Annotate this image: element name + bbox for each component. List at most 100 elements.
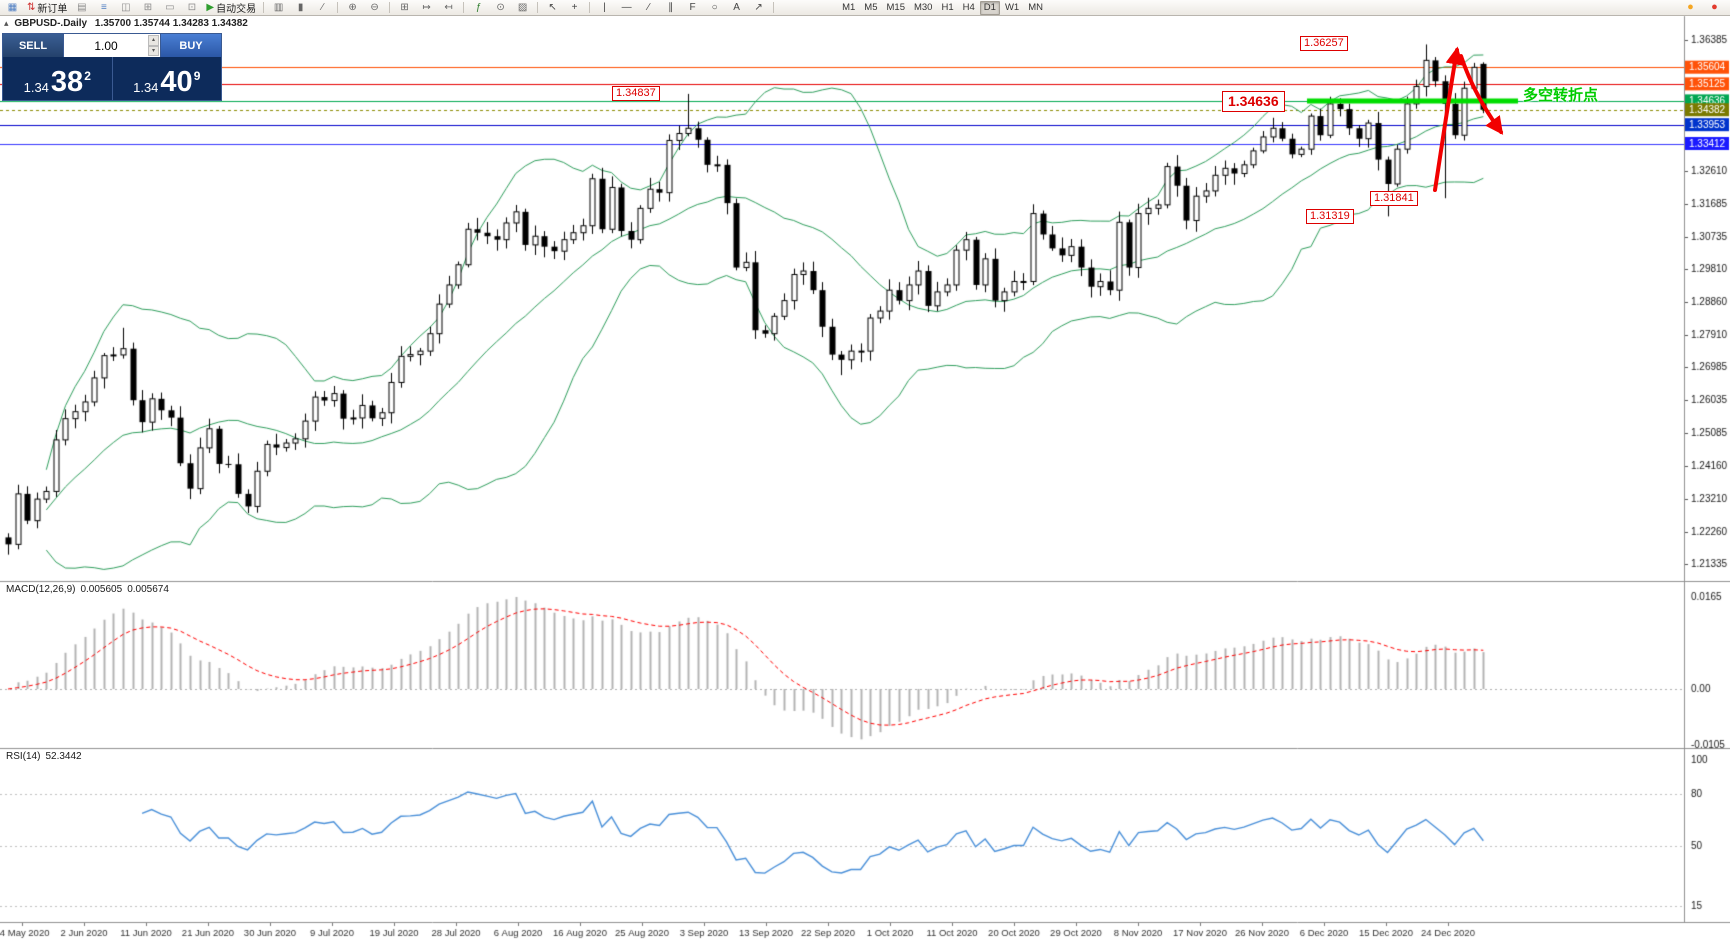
- notifications-icon: ●: [1711, 1, 1718, 13]
- price-callout[interactable]: 1.36257: [1300, 36, 1348, 51]
- new-chart-icon: ▦: [7, 1, 18, 13]
- macd-name: MACD(12,26,9): [6, 584, 76, 595]
- volume-input[interactable]: [64, 34, 160, 57]
- timeframe-m30-button[interactable]: M30: [913, 2, 933, 13]
- community-icon[interactable]: ●: [1680, 0, 1701, 16]
- vertical-line-icon[interactable]: |: [594, 0, 615, 16]
- zoom-out-icon[interactable]: ⊖: [364, 0, 385, 16]
- chart-profiles-icon[interactable]: ▤: [71, 0, 92, 16]
- sell-price-main: 1.34: [23, 80, 49, 95]
- buy-price[interactable]: 1.34 40 9: [113, 57, 222, 100]
- data-window-icon[interactable]: ◫: [115, 0, 136, 16]
- buy-button[interactable]: BUY: [160, 34, 221, 57]
- templates-icon: ▨: [517, 1, 528, 13]
- strategy-tester-icon: ⊡: [187, 1, 197, 13]
- new-order-button-label: 新订单: [37, 4, 68, 15]
- bull-bear-turning-point-annotation[interactable]: 多空转折点: [1523, 87, 1599, 104]
- timeframe-m1-button[interactable]: M1: [842, 2, 856, 13]
- timeframe-toolbar: M1 M5 M15 M30 H1 H4 D1 W1 MN: [838, 0, 1047, 15]
- line-chart-icon[interactable]: ∕: [312, 0, 333, 16]
- sell-price-pips: 38: [50, 66, 84, 98]
- bar-chart-icon: ▥: [273, 1, 284, 13]
- price-callout[interactable]: 1.34837: [612, 86, 660, 101]
- arrows-tool-icon[interactable]: ↗: [748, 0, 769, 16]
- buy-price-main: 1.34: [133, 80, 159, 95]
- timeframe-mn-button[interactable]: MN: [1028, 2, 1043, 13]
- macd-value-main: 0.005605: [80, 584, 123, 595]
- line-chart-icon: ∕: [321, 1, 324, 13]
- vertical-line-icon: |: [603, 1, 606, 13]
- market-watch-icon: ≡: [100, 1, 107, 13]
- indicators-icon: ƒ: [475, 1, 482, 13]
- trend-arrows[interactable]: [1395, 28, 1535, 208]
- sell-button[interactable]: SELL: [3, 34, 64, 57]
- toolbar-separator: [773, 2, 775, 13]
- periods-icon: ⊙: [496, 1, 505, 13]
- zoom-out-icon: ⊖: [370, 1, 379, 13]
- timeframe-d1-button[interactable]: D1: [979, 0, 1000, 15]
- templates-icon[interactable]: ▨: [512, 0, 533, 16]
- arrows-tool-icon: ↗: [754, 1, 763, 13]
- chart-shift-icon[interactable]: ↤: [438, 0, 459, 16]
- trend-arrow-up[interactable]: [1433, 46, 1464, 192]
- market-watch-icon[interactable]: ≡: [93, 0, 114, 16]
- terminal-icon[interactable]: ▭: [159, 0, 180, 16]
- collapse-chart-icon[interactable]: ▴: [4, 18, 9, 28]
- volume-decrement-button[interactable]: ▾: [148, 45, 159, 56]
- terminal-icon: ▭: [165, 1, 175, 13]
- sell-price[interactable]: 1.34 38 2: [3, 57, 113, 100]
- fibonacci-icon: F: [689, 1, 696, 13]
- toolbar-right-icons: ● ●: [1680, 0, 1730, 16]
- auto-scroll-icon[interactable]: ↦: [416, 0, 437, 16]
- price-callout[interactable]: 1.34636: [1222, 91, 1285, 112]
- indicators-icon[interactable]: ƒ: [468, 0, 489, 16]
- navigator-icon[interactable]: ⊞: [137, 0, 158, 16]
- one-click-trading-panel: SELL ▴ ▾ BUY 1.34 38 2 1.34 40 9: [2, 33, 222, 101]
- trend-arrow-down[interactable]: [1459, 54, 1504, 135]
- crosshair-icon[interactable]: +: [564, 0, 585, 16]
- shapes-icon[interactable]: ○: [704, 0, 725, 16]
- periods-icon[interactable]: ⊙: [490, 0, 511, 16]
- autotrade-button[interactable]: ▶ 自动交易: [203, 0, 259, 16]
- horizontal-line-icon[interactable]: —: [616, 0, 637, 16]
- macd-indicator-label: MACD(12,26,9) 0.005605 0.005674: [6, 584, 169, 595]
- horizontal-line-icon: —: [621, 1, 632, 13]
- toolbar-separator: [337, 2, 339, 13]
- buy-price-pips: 40: [160, 66, 193, 98]
- text-icon[interactable]: A: [726, 0, 747, 16]
- toolbar-separator: [263, 2, 265, 13]
- toolbar-separator: [537, 2, 539, 13]
- candlestick-chart-icon[interactable]: ▮: [290, 0, 311, 16]
- new-chart-icon[interactable]: ▦: [2, 0, 23, 16]
- sell-price-pipette: 2: [84, 69, 91, 83]
- tile-windows-icon[interactable]: ⊞: [394, 0, 415, 16]
- navigator-icon: ⊞: [143, 1, 153, 13]
- volume-increment-button[interactable]: ▴: [148, 35, 159, 46]
- autotrade-button-label: 自动交易: [216, 4, 257, 15]
- toolbar-separator: [589, 2, 591, 13]
- toolbar-separator: [463, 2, 465, 13]
- chart-window-title: ▴ GBPUSD-.Daily 1.35700 1.35744 1.34283 …: [4, 18, 248, 29]
- fibonacci-icon[interactable]: F: [682, 0, 703, 16]
- timeframe-m5-button[interactable]: M5: [864, 2, 878, 13]
- bar-chart-icon[interactable]: ▥: [268, 0, 289, 16]
- channel-icon[interactable]: ∥: [660, 0, 681, 16]
- timeframe-h4-button[interactable]: H4: [962, 2, 975, 13]
- timeframe-w1-button[interactable]: W1: [1004, 2, 1020, 13]
- notifications-icon[interactable]: ●: [1704, 0, 1725, 16]
- price-callout[interactable]: 1.31319: [1306, 209, 1354, 224]
- price-callout[interactable]: 1.31841: [1370, 191, 1418, 206]
- trendline-icon[interactable]: ∕: [638, 0, 659, 16]
- toolbar-buttons: ▦ ⇅ 新订单 ▤ ≡ ◫ ⊞ ▭ ⊡ ▶ 自动交易 ▥ ▮ ∕ ⊕ ⊖ ⊞ ↦ ↤ ƒ ⊙ ▨ ↖ + | — ∕ ∥ F ○ A ↗: [2, 0, 777, 16]
- cursor-icon[interactable]: ↖: [542, 0, 563, 16]
- timeframe-h1-button[interactable]: H1: [941, 2, 954, 13]
- timeframe-m15-button[interactable]: M15: [886, 2, 905, 13]
- new-order-button[interactable]: ⇅ 新订单: [24, 0, 70, 16]
- zoom-in-icon[interactable]: ⊕: [342, 0, 363, 16]
- shapes-icon: ○: [711, 1, 718, 13]
- toolbar-separator: [389, 2, 391, 13]
- chart-profiles-icon: ▤: [77, 1, 87, 13]
- cursor-icon: ↖: [548, 1, 557, 13]
- strategy-tester-icon[interactable]: ⊡: [181, 0, 202, 16]
- symbol-period-label: GBPUSD-.Daily: [14, 18, 88, 29]
